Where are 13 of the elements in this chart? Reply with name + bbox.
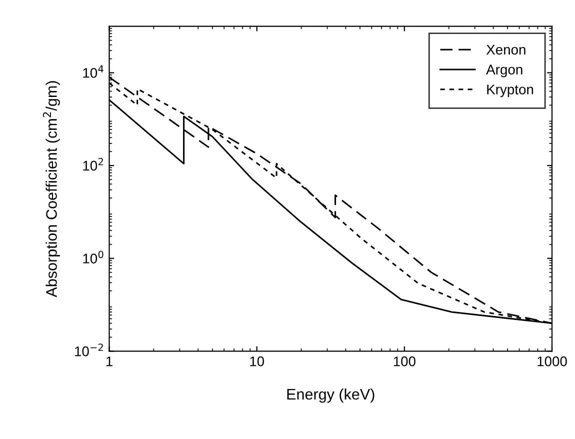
legend-label: Xenon [486, 44, 526, 55]
x-tick-label: 10 [250, 356, 264, 366]
y-tick-label: 10$^{2}$ [83, 158, 103, 171]
y-tick-label: 10$^{4}$ [83, 65, 104, 78]
legend-label: Argon [486, 64, 522, 78]
legend-label: Krypton [487, 84, 534, 98]
x-tick-label: 1 [106, 356, 112, 366]
x-tick-label: 100 [394, 356, 416, 366]
x-axis-title: Energy (keV) [287, 388, 374, 403]
y-tick-label: 10$^{−2}$ [75, 344, 103, 356]
y-axis-title: Absorption Coefficient (cm$^{2}$/gm) [42, 81, 60, 298]
x-tick-label: 1000 [538, 356, 567, 366]
y-tick-label: 10$^{0}$ [83, 250, 104, 264]
